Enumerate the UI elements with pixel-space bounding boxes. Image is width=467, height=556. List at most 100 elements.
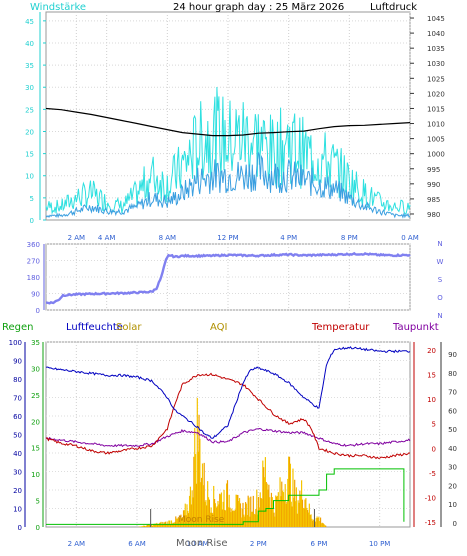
direction-degree-axis: 0 90 180 270 360 (27, 241, 45, 315)
humidity-tick-label: 70 (13, 395, 22, 403)
climate-time-tick-label: 10 AM (187, 540, 209, 548)
temperature-tick-label: 20 (427, 347, 436, 355)
wind-speed-tick-label: 45 (25, 18, 34, 26)
wind-pressure-series (45, 86, 411, 219)
pressure-tick-label: 995 (427, 166, 440, 174)
wind-time-tick-label: 0 AM (401, 234, 419, 242)
direction-series (45, 251, 411, 305)
humidity-tick-label: 60 (13, 413, 22, 421)
dewpoint-tick-label: 10 (448, 501, 457, 509)
rain-tick-label: 20 (31, 418, 40, 426)
climate-time-tick-label: 2 AM (68, 540, 86, 548)
humidity-tick-label: 20 (13, 487, 22, 495)
rain-tick-label: 25 (31, 392, 40, 400)
wind-time-tick-label: 4 AM (98, 234, 116, 242)
climate-time-tick-label: 6 PM (311, 540, 328, 548)
wind-speed-tick-label: 15 (25, 151, 34, 159)
wind-direction-line (45, 251, 411, 305)
dewpoint-tick-label: 90 (448, 351, 457, 359)
pressure-tick-label: 1005 (427, 136, 445, 144)
dewpoint-tick-label: 60 (448, 407, 457, 415)
humidity-header-label: Luftfeuchte (66, 322, 123, 333)
temperature-tick-label: 15 (427, 372, 436, 380)
temperature-tick-label: 5 (432, 421, 436, 429)
dewpoint-tick-label: 70 (448, 389, 457, 397)
humidity-tick-label: 10 (13, 506, 22, 514)
wind-time-tick-label: 2 AM (68, 234, 86, 242)
dewpoint-tick-label: 30 (448, 464, 457, 472)
moon-rise-label-upper: Moon Rise (178, 515, 225, 525)
direction-compass-label: N (437, 240, 442, 248)
pressure-line (45, 107, 411, 137)
direction-degree-tick-label: 180 (27, 274, 40, 282)
wind-time-tick-label: 4 PM (280, 234, 297, 242)
climate-time-tick-label: 2 PM (250, 540, 267, 548)
pressure-tick-label: 1010 (427, 121, 445, 129)
dewpoint-header-label: Taupunkt (392, 322, 439, 333)
pressure-tick-label: 1035 (427, 45, 445, 53)
dewpoint-tick-label: 80 (448, 370, 457, 378)
humidity-tick-label: 50 (13, 432, 22, 440)
direction-degree-tick-label: 360 (27, 241, 40, 249)
pressure-axis-title: Luftdruck (370, 2, 417, 13)
wind-speed-tick-label: 35 (25, 62, 34, 70)
wind-speed-tick-label: 5 (30, 195, 34, 203)
dewpoint-tick-label: 0 (453, 520, 457, 528)
dewpoint-tick-label: 50 (448, 426, 457, 434)
moon-rise-label-lower: Moon Rise (176, 538, 227, 549)
temperature-line (45, 372, 411, 460)
pressure-tick-label: 1015 (427, 105, 445, 113)
pressure-tick-label: 990 (427, 181, 440, 189)
humidity-tick-label: 80 (13, 376, 22, 384)
wind-time-tick-label: 8 AM (159, 234, 177, 242)
humidity-tick-label: 90 (13, 358, 22, 366)
climate-series (45, 346, 411, 527)
pressure-tick-label: 1045 (427, 15, 445, 23)
dewpoint-tick-label: 20 (448, 482, 457, 490)
direction-degree-tick-label: 0 (36, 307, 40, 315)
wind-speed-line (45, 151, 411, 219)
climate-time-tick-label: 6 AM (128, 540, 146, 548)
temperature-tick-label: -10 (425, 494, 436, 502)
humidity-line (45, 346, 411, 439)
direction-compass-label: O (437, 294, 443, 302)
wind-speed-tick-label: 25 (25, 106, 34, 114)
rain-header-label: Regen (2, 322, 34, 333)
rain-axis: 0 5 10 15 20 25 30 35 (31, 339, 44, 532)
humidity-tick-label: 100 (9, 339, 22, 347)
climate-time-axis: 2 AM 6 AM 10 AM 2 PM 6 PM 10 PM (68, 540, 391, 548)
pressure-tick-label: 985 (427, 196, 440, 204)
wind-time-tick-label: 12 PM (217, 234, 238, 242)
wind-time-axis: 2 AM 4 AM 8 AM 12 PM 4 PM 8 PM 0 AM (68, 234, 419, 242)
wind-speed-tick-label: 10 (25, 173, 34, 181)
wind-speed-tick-label: 20 (25, 128, 34, 136)
direction-degree-tick-label: 270 (27, 258, 40, 266)
direction-compass-label: S (438, 276, 443, 284)
temperature-tick-label: -5 (429, 470, 436, 478)
pressure-tick-label: 1025 (427, 75, 445, 83)
dewpoint-line (45, 427, 411, 448)
wind-axis-title: Windstärke (30, 2, 86, 13)
chart-title: 24 hour graph day : 25 März 2026 (173, 2, 344, 13)
temperature-header-label: Temperatur (311, 322, 370, 333)
pressure-tick-label: 1020 (427, 90, 445, 98)
temperature-tick-label: 10 (427, 396, 436, 404)
temperature-tick-label: 0 (432, 445, 436, 453)
rain-line (46, 468, 405, 525)
wind-time-tick-label: 8 PM (341, 234, 358, 242)
rain-tick-label: 30 (31, 365, 40, 373)
direction-compass-label: W (437, 258, 444, 266)
wind-speed-axis: 0 5 10 15 20 25 30 35 40 45 (25, 12, 46, 225)
humidity-tick-label: 0 (18, 524, 22, 532)
wind-speed-tick-label: 0 (30, 217, 34, 225)
solar-header-label: Solar (116, 322, 142, 333)
pressure-tick-label: 1000 (427, 151, 445, 159)
rain-tick-label: 15 (31, 445, 40, 453)
rain-tick-label: 10 (31, 471, 40, 479)
humidity-tick-label: 30 (13, 469, 22, 477)
pressure-axis: 980 985 990 995 1000 1005 1010 1015 1020 1025 1030… (410, 15, 445, 219)
wind-speed-tick-label: 30 (25, 84, 34, 92)
humidity-tick-label: 40 (13, 450, 22, 458)
